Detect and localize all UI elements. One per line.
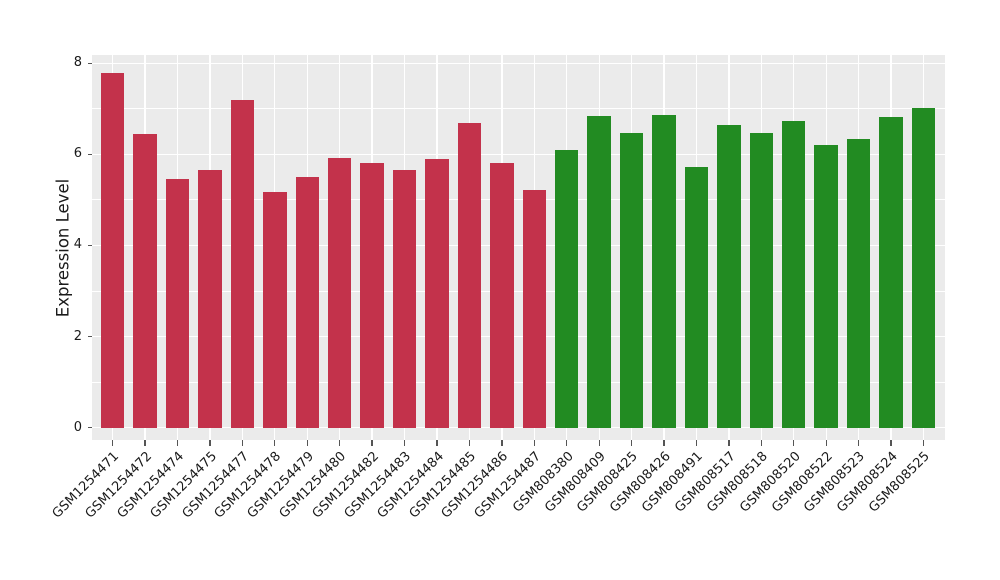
- bar-GSM1254484: [425, 158, 449, 428]
- y-tick-label: 6: [73, 146, 82, 162]
- y-axis-title: Expression Level: [53, 178, 73, 317]
- x-axis-tick: [695, 440, 698, 446]
- gridline-horizontal-major: [92, 427, 945, 429]
- x-axis-tick: [793, 440, 795, 446]
- bar-GSM808425: [619, 132, 644, 428]
- bar-GSM1254486: [490, 162, 514, 428]
- y-tick-label: 0: [73, 419, 82, 435]
- bar-GSM808524: [879, 117, 903, 428]
- bar-GSM1254479: [295, 177, 319, 428]
- x-axis-tick: [112, 440, 114, 446]
- x-axis-tick: [857, 440, 860, 446]
- x-axis-tick: [274, 440, 276, 446]
- bar-GSM1254485: [457, 123, 482, 428]
- x-axis-tick: [176, 440, 179, 446]
- gridline-horizontal-minor: [92, 381, 945, 383]
- bar-GSM808520: [782, 120, 806, 428]
- y-axis-tick: [88, 244, 92, 247]
- bar-GSM808426: [652, 114, 676, 428]
- bar-GSM1254471: [101, 73, 125, 428]
- gridline-horizontal-major: [92, 335, 945, 338]
- bar-GSM808380: [555, 149, 579, 428]
- bar-GSM808518: [749, 132, 773, 428]
- x-axis-tick: [533, 440, 535, 446]
- y-tick-label: 4: [73, 237, 82, 253]
- bar-GSM1254483: [392, 170, 417, 428]
- x-axis-tick: [566, 440, 568, 446]
- bar-GSM808491: [684, 166, 709, 428]
- gridline-horizontal-minor: [92, 108, 945, 110]
- bar-GSM1254487: [522, 189, 546, 428]
- x-axis-tick: [663, 440, 665, 446]
- y-axis-tick: [88, 335, 92, 338]
- bar-GSM808517: [717, 124, 741, 428]
- bar-GSM808525: [911, 107, 936, 428]
- y-axis-tick: [88, 427, 92, 429]
- gridline-horizontal-minor: [92, 199, 945, 201]
- x-axis-tick: [241, 440, 244, 446]
- x-axis-tick: [144, 440, 146, 446]
- bar-GSM1254474: [165, 178, 190, 428]
- x-axis-tick: [598, 440, 600, 446]
- x-axis-tick: [630, 440, 633, 446]
- x-axis-tick: [825, 440, 827, 446]
- bar-GSM1254475: [198, 169, 222, 428]
- gridline-horizontal-minor: [92, 290, 945, 292]
- plot-panel: [92, 55, 945, 440]
- x-axis-tick: [371, 440, 373, 446]
- x-axis-tick: [209, 440, 211, 446]
- x-axis-tick: [403, 440, 406, 446]
- bar-GSM808523: [846, 139, 871, 428]
- bar-GSM1254478: [263, 191, 287, 428]
- bar-GSM808522: [814, 144, 838, 428]
- gridline-horizontal-major: [92, 153, 945, 156]
- y-tick-label: 8: [73, 55, 82, 71]
- x-axis-tick: [890, 440, 892, 446]
- x-axis-tick: [922, 440, 925, 446]
- y-axis-tick: [88, 62, 92, 64]
- bar-GSM808409: [587, 115, 611, 428]
- x-axis-tick: [760, 440, 762, 446]
- x-axis-tick: [306, 440, 308, 446]
- x-axis-tick: [501, 440, 503, 446]
- y-tick-label: 2: [73, 328, 82, 344]
- bar-GSM1254480: [328, 158, 352, 428]
- y-axis-tick: [88, 153, 92, 156]
- x-axis-tick: [339, 440, 341, 446]
- bar-GSM1254472: [133, 134, 157, 428]
- gridline-horizontal-major: [92, 62, 945, 64]
- x-axis-tick: [468, 440, 471, 446]
- bar-GSM1254482: [360, 162, 384, 428]
- bar-GSM1254477: [230, 99, 255, 428]
- x-axis-tick: [436, 440, 438, 446]
- x-axis-tick: [728, 440, 730, 446]
- gridline-horizontal-major: [92, 244, 945, 247]
